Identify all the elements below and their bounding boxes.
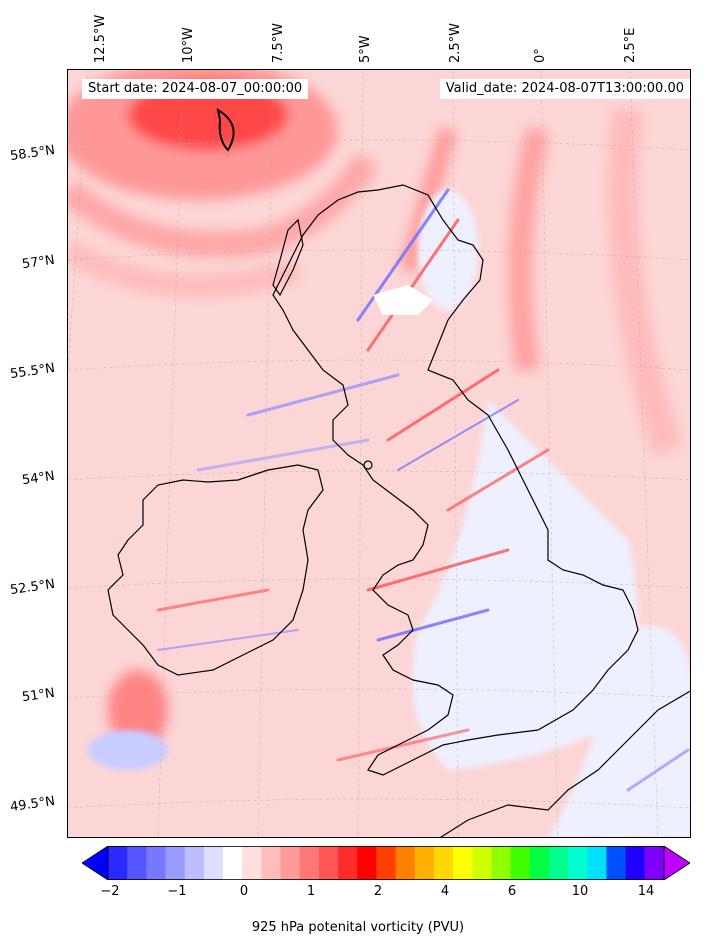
longitude-label: 12.5°W	[93, 14, 108, 63]
colorbar-border	[107, 846, 665, 881]
colorbar-bin	[433, 846, 454, 880]
colorbar-bin	[280, 846, 301, 880]
colorbar-bin	[242, 846, 262, 880]
latitude-label: 58.5°N	[9, 142, 56, 165]
colorbar-bin	[453, 846, 473, 880]
colorbar-ticks: −2 −1 0 1 2 4 6 10 14	[0, 884, 716, 904]
colorbar-bin	[568, 846, 588, 880]
colorbar	[81, 845, 691, 881]
colorbar-tick-label: −1	[167, 884, 187, 899]
colorbar-bin	[644, 846, 665, 880]
colorbar-bin	[625, 846, 646, 880]
longitude-label: 5°W	[358, 35, 373, 63]
mountain-wave-streaks	[156, 188, 690, 792]
colorbar-tick-label: −2	[100, 884, 120, 899]
colorbar-bin	[357, 846, 377, 880]
low-vorticity-regions	[88, 190, 690, 837]
colorbar-bin	[223, 846, 243, 880]
colorbar-bin	[203, 846, 224, 880]
colorbar-tick-label: 6	[507, 884, 517, 899]
map-plot-area	[67, 69, 691, 838]
colorbar-bin	[165, 846, 186, 880]
latitude-label: 57°N	[21, 252, 56, 273]
start-date-label: Start date: 2024-08-07_00:00:00	[82, 79, 309, 99]
colorbar-bin	[108, 846, 128, 880]
longitude-label: 0°	[533, 48, 548, 63]
colorbar-bin	[146, 846, 167, 880]
colorbar-label: 925 hPa potenital vorticity (PVU)	[251, 920, 465, 935]
latitude-label: 49.5°N	[9, 793, 56, 816]
colorbar-bin	[414, 846, 435, 880]
colorbar-bin	[548, 846, 569, 880]
graticule	[68, 70, 690, 837]
colorbar-bin	[491, 846, 512, 880]
latitude-label: 52.5°N	[9, 576, 56, 599]
latitude-label: 55.5°N	[9, 360, 56, 383]
colorbar-tick-label: 1	[306, 884, 316, 899]
colorbar-tick-label: 14	[637, 884, 655, 899]
colorbar-tick-label: 2	[373, 884, 383, 899]
longitude-label: 7.5°W	[271, 22, 286, 63]
colorbar-bin	[261, 846, 282, 880]
longitude-label: 10°W	[181, 27, 196, 63]
frontal-bands	[108, 108, 683, 750]
colorbar-bin	[127, 846, 147, 880]
missing-data-area	[373, 285, 433, 315]
colorbar-bin	[376, 846, 397, 880]
valid-date-label: Valid_date: 2024-08-07T13:00:00.00	[439, 79, 690, 99]
colorbar-bin	[606, 846, 627, 880]
colorbar-bin	[318, 846, 339, 880]
longitude-label: 2.5°E	[623, 27, 638, 63]
colorbar-extend-max	[663, 845, 691, 881]
colorbar-tick-label: 0	[239, 884, 249, 899]
colorbar-bin	[299, 846, 320, 880]
colorbar-tick-label: 4	[440, 884, 450, 899]
colorbar-extend-min	[81, 845, 109, 881]
colorbar-tick-label: 10	[571, 884, 589, 899]
colorbar-bin	[338, 846, 358, 880]
latitude-label: 51°N	[21, 685, 56, 706]
colorbar-bin	[510, 846, 531, 880]
vorticity-field-map	[68, 70, 690, 837]
colorbar-scale	[81, 845, 691, 881]
colorbar-bin	[529, 846, 550, 880]
longitude-label: 2.5°W	[448, 22, 463, 63]
colorbar-bin	[184, 846, 205, 880]
colorbar-bin	[472, 846, 492, 880]
latitude-label: 54°N	[21, 468, 56, 489]
colorbar-bin	[587, 846, 607, 880]
colorbar-bin	[395, 846, 416, 880]
coastlines	[107, 107, 690, 837]
